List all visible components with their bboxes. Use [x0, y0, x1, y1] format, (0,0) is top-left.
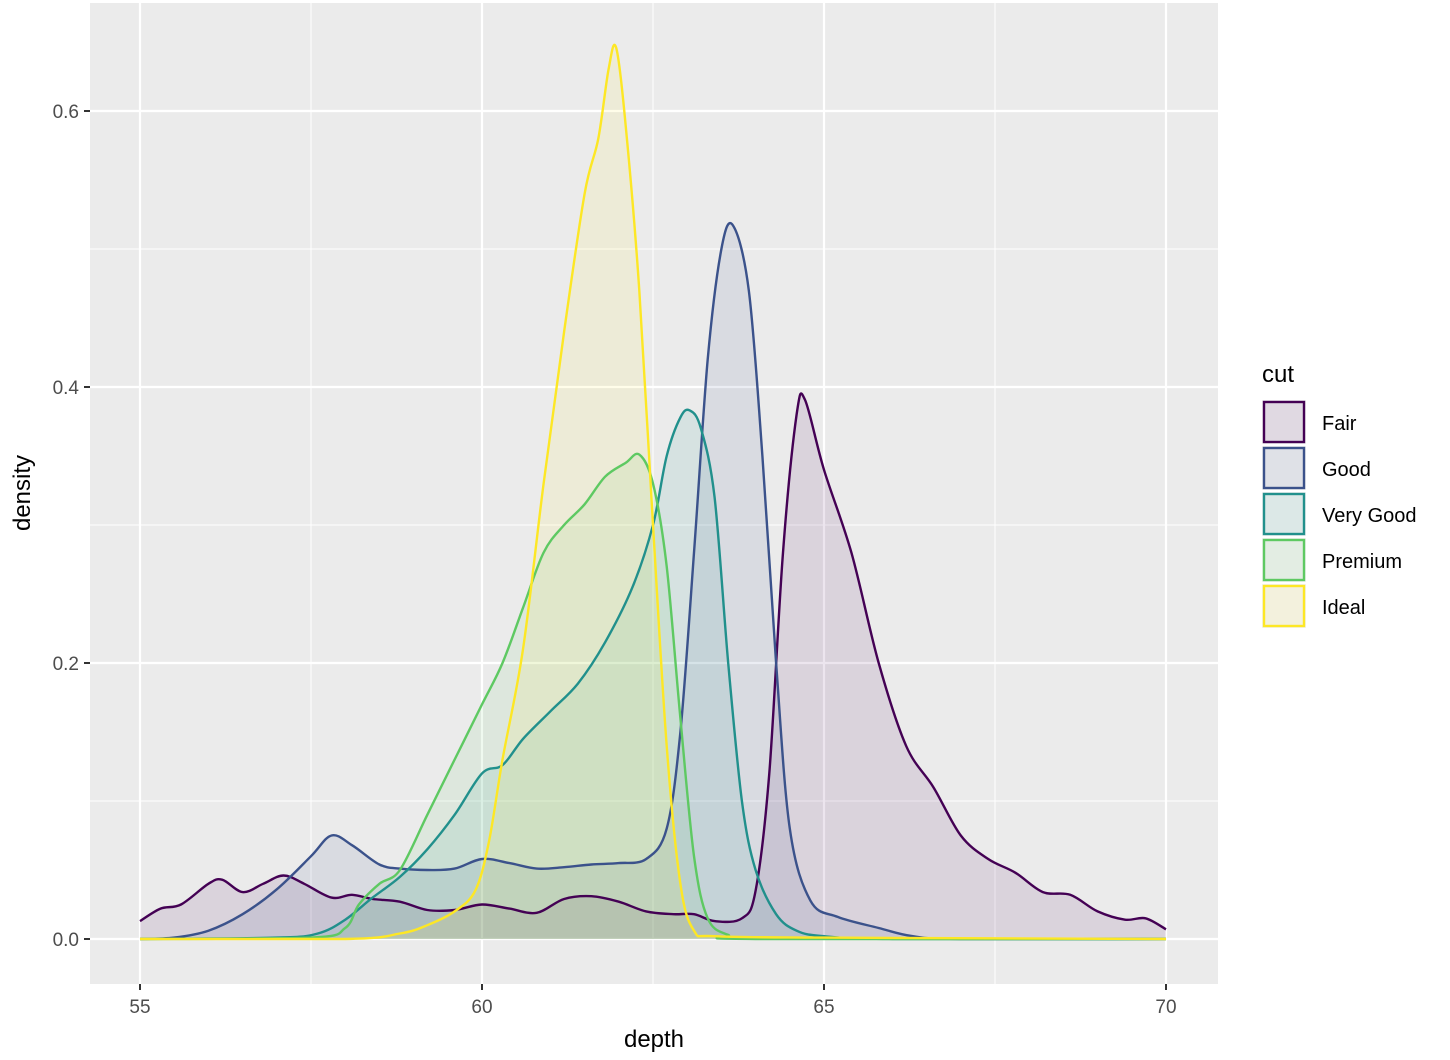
density-line-good: [139, 221, 1166, 941]
density-line-ideal: [140, 43, 1167, 941]
legend-key-bg: [1262, 584, 1306, 628]
legend-item-premium: Premium: [1262, 538, 1402, 582]
density-fill-premium: [140, 453, 1166, 939]
density-fill-fair: [140, 393, 1166, 939]
legend-label: Very Good: [1322, 505, 1417, 527]
series-lines: [139, 43, 1167, 941]
legend-swatch-ideal: [1262, 584, 1306, 628]
legend-title: cut: [1262, 361, 1294, 388]
legend-label: Premium: [1322, 551, 1402, 573]
legend-key-bg: [1262, 538, 1306, 582]
series-fills: [140, 44, 1166, 940]
y-tick-label: 0.6: [53, 102, 79, 123]
x-axis: 55 60 65 70: [129, 984, 1177, 1018]
legend-key-bg: [1262, 492, 1306, 536]
legend-label: Fair: [1322, 413, 1357, 435]
legend-item-very-good: Very Good: [1262, 492, 1417, 536]
x-tick-label: 70: [1155, 997, 1176, 1018]
legend: cut Fair Good Very Good Premium Ideal: [1262, 361, 1417, 628]
density-fill-ideal: [140, 44, 1166, 940]
legend-item-good: Good: [1262, 446, 1371, 490]
density-line-premium: [139, 452, 1166, 941]
x-tick-label: 60: [471, 997, 492, 1018]
legend-swatch-good: [1262, 446, 1306, 490]
y-tick-label: 0.4: [53, 378, 80, 399]
legend-swatch-fair: [1262, 400, 1306, 444]
legend-swatch-premium: [1262, 538, 1306, 582]
density-fill-very-good: [140, 409, 1166, 940]
y-tick-label: 0.2: [53, 654, 79, 675]
x-tick-label: 65: [813, 997, 834, 1018]
legend-label: Good: [1322, 459, 1371, 481]
x-tick-label: 55: [129, 997, 150, 1018]
y-tick-label: 0.0: [53, 930, 79, 951]
density-line-fair: [139, 392, 1167, 931]
y-axis-title: density: [9, 455, 36, 531]
legend-swatch-very-good: [1262, 492, 1306, 536]
legend-item-ideal: Ideal: [1262, 584, 1365, 628]
legend-key-bg: [1262, 446, 1306, 490]
legend-key-bg: [1262, 400, 1306, 444]
y-axis: 0.0 0.2 0.4 0.6: [53, 102, 90, 951]
plot-panel: [90, 3, 1218, 984]
legend-item-fair: Fair: [1262, 400, 1357, 444]
x-axis-title: depth: [624, 1026, 684, 1053]
minor-gridlines: [90, 3, 1218, 984]
legend-label: Ideal: [1322, 597, 1365, 619]
